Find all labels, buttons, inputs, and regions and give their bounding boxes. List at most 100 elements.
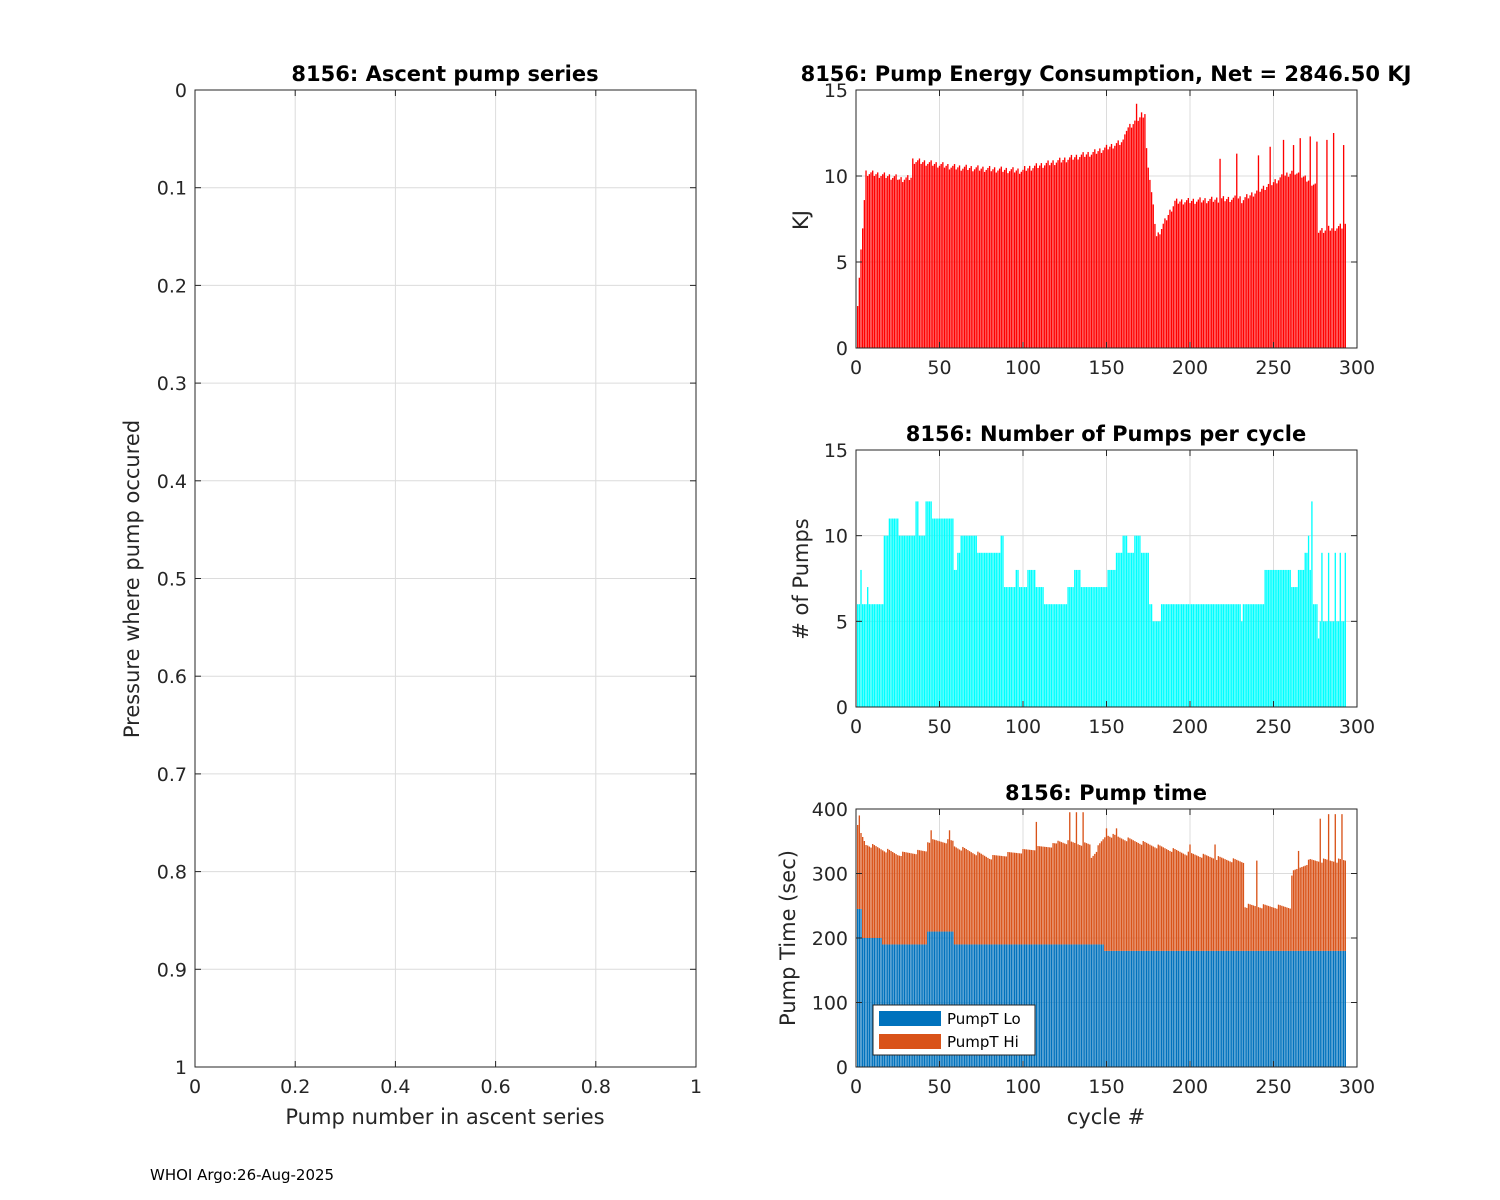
energy-bar — [980, 168, 982, 348]
energy-bar — [1269, 146, 1271, 348]
energy-bar — [1047, 160, 1049, 348]
pumptime-lo-bar — [1100, 944, 1103, 1067]
pumptime-hi-bar — [915, 854, 917, 945]
pumptime-hi-bar — [1170, 851, 1173, 951]
energy-bar — [975, 167, 977, 348]
energy-bar — [1312, 184, 1315, 348]
pumptime-hi-bar — [1034, 850, 1036, 945]
energy-bar — [897, 179, 899, 348]
energy-ytick-label: 5 — [836, 252, 848, 274]
pumps-bar — [887, 535, 889, 707]
pumps-bar — [865, 604, 867, 707]
pumps-xtick-label: 200 — [1172, 716, 1208, 738]
pumps-bar — [975, 535, 977, 707]
energy-bar — [1204, 198, 1206, 348]
energy-bar — [1319, 230, 1321, 348]
pumptime-hi-bar — [867, 845, 869, 938]
pumps-bar — [1211, 604, 1213, 707]
pumptime-hi-bar — [1144, 841, 1146, 951]
energy-bar — [1162, 223, 1164, 348]
energy-bar — [1167, 214, 1169, 348]
pumptime-hi-bar — [1316, 861, 1318, 951]
pumptime-hi-bar — [1097, 845, 1099, 945]
energy-bar — [1057, 160, 1059, 348]
energy-bar — [1160, 229, 1163, 348]
pumps-bar — [990, 552, 992, 707]
pumptime-hi-bar — [870, 847, 872, 938]
energy-bar — [908, 180, 911, 348]
pumptime-hi-bar — [1267, 905, 1270, 951]
pumptime-lo-bar — [1266, 950, 1268, 1067]
pumps-bar — [1008, 587, 1011, 707]
pumptime-hi-bar — [1306, 865, 1308, 951]
pumps-bar — [1322, 621, 1325, 707]
pumps-bar — [985, 552, 987, 707]
ascent-ytick-label: 0.5 — [157, 569, 187, 591]
energy-bar — [1172, 206, 1174, 348]
pumptime-lo-bar — [1072, 944, 1074, 1067]
energy-bar — [1095, 153, 1098, 348]
pumptime-hi-bar — [1279, 905, 1281, 951]
energy-bar — [1010, 169, 1012, 348]
pumptime-lo-bar — [1090, 944, 1093, 1067]
pumptime-hi-bar — [1069, 812, 1071, 945]
pumptime-chart-ylabel: Pump Time (sec) — [776, 850, 800, 1026]
pumptime-lo-bar — [1037, 944, 1039, 1067]
energy-bar — [892, 177, 894, 348]
pumps-bar — [1344, 552, 1346, 707]
pumps-bar — [1100, 587, 1103, 707]
pumptime-lo-bar — [1139, 950, 1141, 1067]
energy-bar — [867, 175, 869, 348]
pumptime-lo-bar — [1160, 950, 1163, 1067]
pumps-bar — [908, 535, 911, 707]
pumps-bar — [1212, 604, 1215, 707]
pumptime-hi-bar — [898, 855, 901, 945]
pumptime-hi-bar — [953, 846, 956, 945]
pumptime-hi-bar — [1117, 836, 1119, 951]
pumptime-hi-bar — [955, 847, 957, 945]
energy-bar — [1306, 181, 1308, 348]
pumptime-lo-bar — [865, 938, 867, 1067]
energy-bar — [1084, 156, 1086, 348]
pumptime-lo-bar — [1127, 950, 1129, 1067]
pumps-bar — [1159, 621, 1161, 707]
pumptime-lo-bar — [1087, 944, 1089, 1067]
pumptime-hi-bar — [1269, 906, 1271, 951]
energy-bar — [905, 177, 907, 348]
pumptime-lo-bar — [948, 931, 951, 1067]
energy-bar — [1015, 170, 1017, 348]
pumptime-hi-bar — [978, 852, 981, 945]
pumps-bar — [1072, 587, 1074, 707]
energy-bar — [990, 171, 992, 348]
energy-bar — [872, 170, 874, 348]
energy-bar — [950, 167, 952, 348]
pumptime-hi-bar — [902, 851, 904, 945]
pumps-bar — [1112, 569, 1114, 707]
pumptime-hi-bar — [877, 847, 879, 938]
pumptime-lo-bar — [1180, 950, 1183, 1067]
pumps-bar — [858, 604, 861, 707]
pumptime-lo-bar — [1239, 950, 1241, 1067]
pumps-bar — [1199, 604, 1201, 707]
pumptime-lo-bar — [1082, 944, 1084, 1067]
pumptime-lo-bar — [1206, 950, 1208, 1067]
pumptime-hi-bar — [1155, 848, 1158, 951]
pumptime-hi-bar — [1017, 853, 1019, 945]
pumps-bar — [860, 569, 862, 707]
pumps-bar — [928, 501, 931, 707]
energy-chart-title: 8156: Pump Energy Consumption, Net = 284… — [801, 62, 1412, 86]
pumptime-hi-bar — [985, 856, 987, 945]
energy-bar — [1334, 230, 1336, 348]
pumps-bar — [1094, 587, 1096, 707]
pumptime-hi-bar — [1329, 860, 1331, 951]
pumptime-xtick-label: 150 — [1088, 1076, 1124, 1098]
energy-bar — [873, 175, 876, 348]
energy-bar — [960, 170, 962, 348]
pumps-bar — [1257, 604, 1260, 707]
pumptime-lo-bar — [1189, 950, 1191, 1067]
pumps-bar — [1005, 587, 1007, 707]
pumps-bar — [1089, 587, 1091, 707]
pumps-bar — [1202, 604, 1205, 707]
energy-bar — [1170, 211, 1173, 348]
pumptime-hi-bar — [1005, 856, 1007, 945]
